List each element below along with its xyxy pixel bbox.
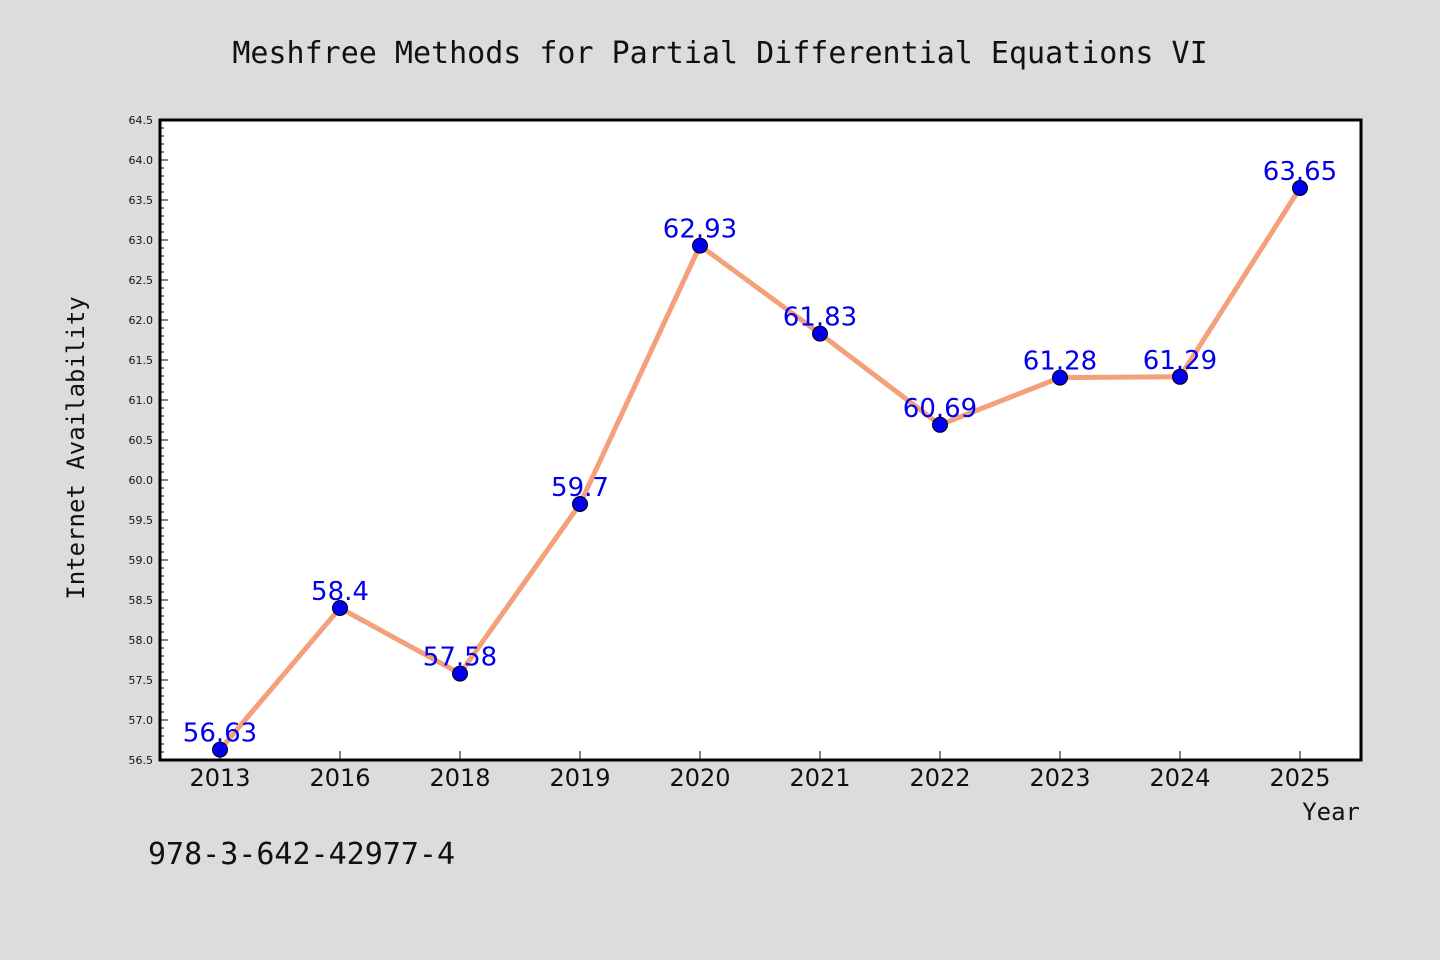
data-point bbox=[1172, 368, 1188, 385]
series-line bbox=[217, 185, 1303, 753]
data-point bbox=[692, 237, 708, 254]
y-tick-label: 60.5 bbox=[129, 434, 154, 447]
data-point bbox=[1292, 180, 1308, 196]
data-label: 59.7 bbox=[551, 473, 609, 503]
x-tick-label: 2020 bbox=[669, 764, 730, 792]
x-tick-label: 2021 bbox=[789, 764, 850, 792]
data-label: 57.58 bbox=[423, 643, 497, 673]
data-point bbox=[212, 741, 228, 758]
data-label: 56.63 bbox=[183, 719, 257, 749]
y-tick-label: 58.0 bbox=[129, 634, 154, 647]
x-tick-label: 2016 bbox=[309, 764, 370, 792]
data-label: 63.65 bbox=[1263, 157, 1337, 187]
plot-area bbox=[158, 118, 1363, 762]
x-tick-label: 2022 bbox=[909, 764, 970, 792]
data-label: 58.4 bbox=[311, 577, 369, 607]
y-tick-label: 64.0 bbox=[129, 154, 154, 167]
y-tick-label: 57.5 bbox=[129, 674, 154, 687]
y-tick-label: 62.5 bbox=[129, 274, 154, 287]
y-tick-label: 63.5 bbox=[129, 194, 154, 207]
x-tick-label: 2023 bbox=[1029, 764, 1090, 792]
data-point bbox=[572, 496, 588, 512]
y-tick-label: 60.0 bbox=[129, 474, 154, 487]
y-axis-label: Internet Availability bbox=[62, 296, 90, 599]
data-label: 60.69 bbox=[903, 394, 977, 424]
y-tick-label: 59.0 bbox=[129, 554, 154, 567]
y-tick-label: 61.0 bbox=[129, 394, 154, 407]
data-label: 62.93 bbox=[663, 215, 737, 245]
x-tick-label: 2019 bbox=[549, 764, 610, 792]
x-axis: 2013 2016 2018 2019 2020 2021 2022 2023 2024 2025 bbox=[189, 751, 1331, 792]
chart-title: Meshfree Methods for Partial Differentia… bbox=[232, 36, 1207, 71]
series-markers bbox=[212, 180, 1308, 758]
x-tick-label: 2025 bbox=[1269, 764, 1330, 792]
data-label: 61.29 bbox=[1143, 346, 1217, 376]
x-axis-label: Year bbox=[1302, 798, 1360, 826]
y-tick-label: 58.5 bbox=[129, 594, 154, 607]
y-tick-label: 61.5 bbox=[129, 354, 154, 367]
x-tick-label: 2013 bbox=[189, 764, 250, 792]
data-point bbox=[812, 325, 828, 342]
data-labels: 56.63 58.4 57.58 59.7 62.93 61.83 60.69 61.28 61… bbox=[183, 157, 1337, 749]
y-tick-label: 64.5 bbox=[129, 114, 154, 127]
y-tick-label: 62.0 bbox=[129, 314, 154, 327]
y-tick-label: 57.0 bbox=[129, 714, 154, 727]
y-tick-label: 56.5 bbox=[129, 754, 154, 767]
footnote-isbn: 978-3-642-42977-4 bbox=[148, 837, 455, 872]
data-point bbox=[332, 600, 348, 616]
x-tick-label: 2024 bbox=[1149, 764, 1210, 792]
data-label: 61.28 bbox=[1023, 347, 1097, 377]
data-point bbox=[932, 416, 948, 433]
data-point bbox=[1052, 369, 1068, 386]
y-tick-label: 59.5 bbox=[129, 514, 154, 527]
y-axis: 56.5 57.0 57.5 58.0 58.5 59.0 59.5 60.0 60.5 61.0… bbox=[129, 114, 168, 767]
data-label: 61.83 bbox=[783, 303, 857, 333]
data-point bbox=[452, 665, 468, 682]
y-tick-label: 63.0 bbox=[129, 234, 154, 247]
x-tick-label: 2018 bbox=[429, 764, 490, 792]
